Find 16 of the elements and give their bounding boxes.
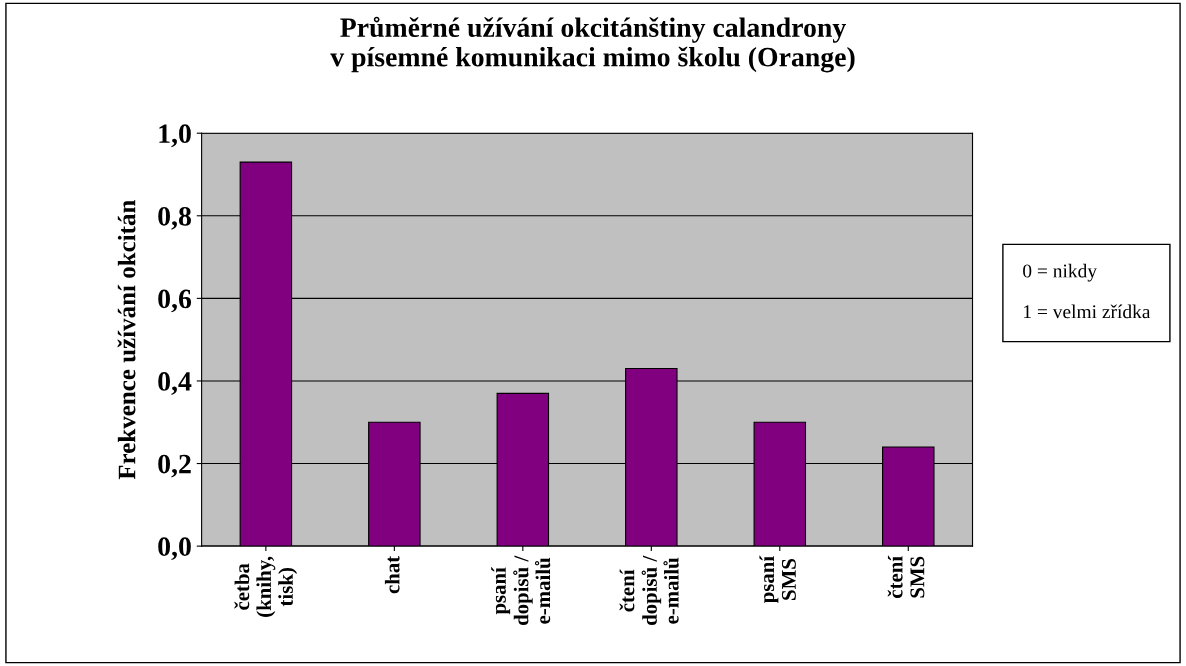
y-tick-label: 0,2: [158, 454, 191, 478]
x-tick-label: psaní SMS: [759, 555, 796, 604]
x-tick-label: psaní dopisů / e-mailů: [491, 555, 551, 626]
y-tick-label: 0,8: [158, 206, 191, 230]
chart-title: Průměrné užívání okcitánštiny calandrony v písemné komunikaci mimo školu (Orange): [330, 16, 855, 73]
y-tick-label: 0,0: [158, 537, 191, 561]
y-tick-label: 1,0: [159, 124, 191, 148]
x-tick-label: chat: [384, 555, 400, 594]
text: 1 = velmi zřídka: [1024, 304, 1151, 319]
x-tick-label: čtení SMS: [887, 555, 925, 598]
x-tick-label: četba (knihy, tisk): [234, 556, 298, 617]
text: 0 = nikdy: [1023, 263, 1097, 282]
y-axis-title: Frekvence užívání okcitán: [117, 199, 136, 480]
x-tick-label: čtení dopisů / e-mailů: [619, 555, 679, 626]
y-tick-label: 0,4: [158, 372, 192, 395]
y-tick-label: 0,6: [158, 289, 192, 313]
